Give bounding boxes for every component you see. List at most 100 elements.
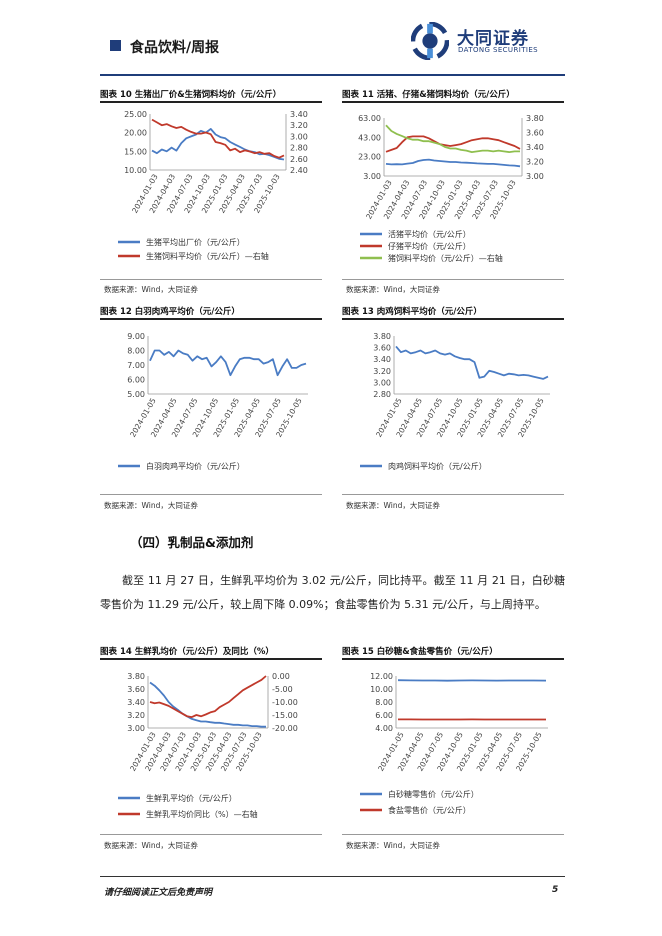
figure-15-chart: 4.006.008.0010.0012.002024-01-052024-04-… <box>360 672 548 815</box>
series-line-2 <box>385 135 521 153</box>
figure-13-rule <box>342 318 564 320</box>
figure-15-source: 数据来源：Wind，大同证券 <box>346 841 440 850</box>
y-tick-label: 9.00 <box>127 332 145 341</box>
series-line-2 <box>151 118 285 159</box>
y2-tick-label: 0.00 <box>272 672 290 681</box>
y-tick-label: 6.00 <box>127 376 145 385</box>
figure-14-source: 数据来源：Wind，大同证券 <box>104 841 198 850</box>
y-tick-label: 3.80 <box>127 672 145 681</box>
y2-tick-label: 3.20 <box>290 121 308 130</box>
figure-11-chart: 3.0023.0043.0063.003.003.203.403.603.802… <box>358 114 544 263</box>
series-line-1 <box>149 349 307 377</box>
figure-10-source: 数据来源：Wind，大同证券 <box>104 285 198 294</box>
y-tick-label: 3.60 <box>127 685 145 694</box>
figure-11-rule <box>342 101 564 103</box>
figure-15-rule <box>342 658 564 660</box>
figure-12-title: 图表 12 白羽肉鸡平均价（元/公斤） <box>100 307 240 317</box>
legend-label-2: 仔猪平均价（元/公斤） <box>388 241 471 251</box>
y-tick-label: 3.20 <box>373 367 391 376</box>
figure-11-title: 图表 11 活猪、仔猪&猪饲料均价（元/公斤） <box>342 90 515 100</box>
y-tick-label: 3.40 <box>373 355 391 364</box>
y2-tick-label: 3.60 <box>526 129 544 138</box>
page-number: 5 <box>552 885 559 895</box>
legend-label-1: 肉鸡饲料平均价（元/公斤） <box>388 461 487 471</box>
figure-10-title: 图表 10 生猪出厂价&生猪饲料均价（元/公斤） <box>100 90 282 100</box>
y-tick-label: 3.00 <box>127 724 145 733</box>
figure-13-source: 数据来源：Wind，大同证券 <box>346 501 440 510</box>
figure-14-source-rule <box>100 834 322 835</box>
series-line-1 <box>397 679 547 682</box>
page-header-title: 食品饮料/周报 <box>130 40 220 56</box>
figure-14-rule <box>100 658 322 660</box>
legend-label-1: 活猪平均价（元/公斤） <box>388 229 471 239</box>
figure-14-chart: 3.00 3.20 3.40 3.60 3.80 -20.00 -15.00 -10.00 -5… <box>118 672 298 819</box>
y-tick-label: 3.00 <box>373 378 391 387</box>
series-line-1 <box>385 158 521 168</box>
y2-tick-label: -10.00 <box>272 698 298 707</box>
datong-logo-icon <box>411 22 449 60</box>
y2-tick-label: 3.80 <box>526 114 544 123</box>
series-line-1 <box>395 345 549 380</box>
figure-12-chart: 5.006.007.008.009.002024-01-052024-04-05… <box>118 332 308 471</box>
y2-tick-label: 2.60 <box>290 155 308 164</box>
y2-tick-label: 3.00 <box>290 132 308 141</box>
y-tick-label: 63.00 <box>358 114 381 123</box>
y-tick-label: 3.20 <box>127 711 145 720</box>
y-tick-label: 7.00 <box>127 361 145 370</box>
y-tick-label: 3.60 <box>373 344 391 353</box>
legend-label-1: 生鲜乳平均价（元/公斤） <box>146 793 237 803</box>
y-tick-label: 4.00 <box>375 724 393 733</box>
footer-disclaimer: 请仔细阅读正文后免责声明 <box>104 888 213 898</box>
logo-text-en: DATONG SECURITIES <box>458 46 538 54</box>
y-tick-label: 25.00 <box>124 110 147 119</box>
figure-14-title: 图表 14 生鲜乳均价（元/公斤）及同比（%） <box>100 647 274 657</box>
y-tick-label: 15.00 <box>124 147 147 156</box>
y2-tick-label: 2.80 <box>290 144 308 153</box>
legend-label-2: 生鲜乳平均价同比（%）—右轴 <box>146 809 258 819</box>
y2-tick-label: 3.20 <box>526 158 544 167</box>
legend-label-1: 白羽肉鸡平均价（元/公斤） <box>146 461 245 471</box>
y2-tick-label: 2.40 <box>290 166 308 175</box>
figure-13-source-rule <box>342 494 564 495</box>
section-paragraph-text: 截至 11 月 27 日，生鲜乳平均价为 3.02 元/公斤，同比持平。截至 1… <box>100 574 565 611</box>
header-rule <box>100 74 565 76</box>
legend-label-2: 生猪饲料平均价（元/公斤）—右轴 <box>146 251 269 261</box>
figure-12-rule <box>100 318 322 320</box>
y-tick-label: 12.00 <box>370 672 393 681</box>
y2-tick-label: 3.40 <box>526 143 544 152</box>
header-square <box>110 40 121 51</box>
y-tick-label: 43.00 <box>358 133 381 142</box>
y-tick-label: 23.00 <box>358 153 381 162</box>
figure-10-rule <box>100 101 322 103</box>
series-line-1 <box>151 127 285 161</box>
y-tick-label: 20.00 <box>124 129 147 138</box>
series-line-3 <box>385 124 520 153</box>
figure-15-source-rule <box>342 834 564 835</box>
series-line-1 <box>149 681 266 728</box>
y-tick-label: 5.00 <box>127 390 145 399</box>
logo-text-cn: 大同证券 <box>457 29 529 49</box>
figure-12-source: 数据来源：Wind，大同证券 <box>104 501 198 510</box>
figure-15-title: 图表 15 白砂糖&食盐零售价（元/公斤） <box>342 647 498 657</box>
figure-12-source-rule <box>100 494 322 495</box>
legend-label-2: 食盐零售价（元/公斤） <box>388 805 471 815</box>
legend-label-1: 生猪平均出厂价（元/公斤） <box>146 237 245 247</box>
figure-13-chart: 2.803.003.203.403.603.802024-01-052024-0… <box>360 332 550 471</box>
y2-tick-label: -20.00 <box>272 724 298 733</box>
y2-tick-label: -15.00 <box>272 711 298 720</box>
y2-tick-label: 3.40 <box>290 110 308 119</box>
y-tick-label: 8.00 <box>127 347 145 356</box>
figure-11-source: 数据来源：Wind，大同证券 <box>346 285 440 294</box>
y-tick-label: 2.80 <box>373 390 391 399</box>
y-tick-label: 3.00 <box>363 172 381 181</box>
figure-13-title: 图表 13 肉鸡饲料平均价（元/公斤） <box>342 307 482 317</box>
legend-label-3: 猪饲料平均价（元/公斤）—右轴 <box>388 253 503 263</box>
y-tick-label: 10.00 <box>370 685 393 694</box>
y2-tick-label: -5.00 <box>272 685 293 694</box>
figure-11-source-rule <box>342 279 564 280</box>
section-heading: （四）乳制品&添加剂 <box>130 535 254 550</box>
y-tick-label: 8.00 <box>375 698 393 707</box>
y-tick-label: 3.40 <box>127 698 145 707</box>
y-tick-label: 6.00 <box>375 711 393 720</box>
series-line-2 <box>149 675 267 718</box>
